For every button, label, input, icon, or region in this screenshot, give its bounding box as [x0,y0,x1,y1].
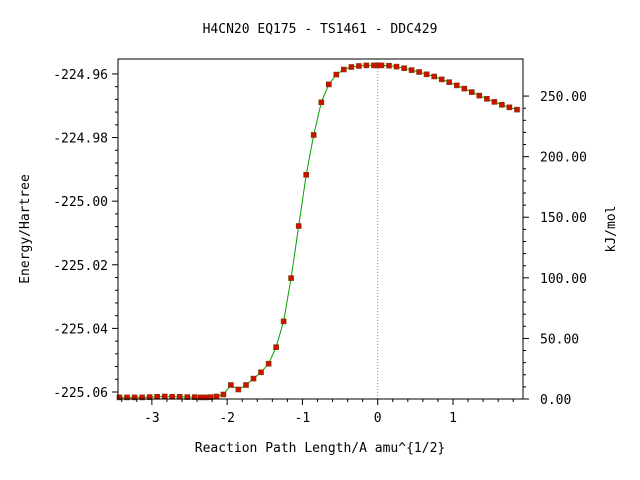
plot-frame [117,58,524,400]
x-axis-label: Reaction Path Length/A amu^{1/2} [195,441,445,456]
data-point [243,382,249,388]
data-point [484,96,490,102]
x-tick-label: -2 [219,411,235,426]
x-tick-label: -1 [295,411,311,426]
y-tick-label: -225.02 [53,259,108,274]
data-point [273,344,279,351]
data-point [356,63,362,69]
data-point [348,64,355,70]
y2-tick-label: 50.00 [540,332,579,347]
y-tick-label: -224.96 [53,68,108,83]
y2-tick-label: 200.00 [540,151,587,166]
data-point [228,382,234,388]
data-point [131,394,138,401]
data-point [393,63,400,70]
y2-axis-label: kJ/mol [604,206,619,253]
data-point [235,386,242,393]
data-point [288,275,294,281]
data-point [220,391,227,398]
data-point [295,223,302,229]
data-point [265,360,272,367]
data-point [213,393,220,400]
data-point [250,375,257,382]
data-point [340,66,347,73]
data-point [378,62,385,69]
y2-tick-label: 150.00 [540,211,587,226]
data-point [139,394,145,401]
data-point [280,318,287,325]
data-point [476,92,483,99]
data-point [408,67,415,73]
y-tick-label: -225.06 [53,386,108,401]
data-point [416,69,422,75]
data-point [116,394,123,401]
data-point [468,89,475,95]
data-point [423,71,430,78]
data-point [499,102,505,108]
data-point [161,393,168,400]
data-point [514,106,520,113]
data-point [491,99,498,105]
data-point [198,394,204,401]
data-point [146,394,153,400]
data-point [506,104,513,111]
data-point [207,394,214,400]
data-point [325,81,332,88]
y-tick-label: -225.00 [53,195,108,210]
x-tick-label: 0 [374,411,382,426]
data-point [438,76,445,83]
data-point [184,394,191,400]
y-tick-label: -225.04 [53,322,108,337]
data-point [446,79,453,85]
data-point [124,394,130,401]
data-point [386,62,392,69]
data-point [401,65,407,71]
y2-tick-label: 100.00 [540,272,587,287]
data-point [333,71,340,78]
data-point [192,394,198,400]
data-point [453,82,460,89]
data-point [310,132,317,138]
y2-tick-label: 250.00 [540,90,587,105]
x-tick-label: -3 [144,411,160,426]
y-axis-label: Energy/Hartree [18,174,33,284]
y-tick-label: -224.98 [53,132,108,147]
data-point [363,62,370,69]
chart-title: H4CN20 EQ175 - TS1461 - DDC429 [203,22,438,37]
data-point [431,73,438,80]
data-point [258,369,264,376]
data-point [318,99,325,106]
data-point [461,85,468,92]
x-tick-label: 1 [449,411,457,426]
data-point [303,172,310,178]
series-line [119,64,518,398]
y2-tick-label: 0.00 [540,393,571,408]
